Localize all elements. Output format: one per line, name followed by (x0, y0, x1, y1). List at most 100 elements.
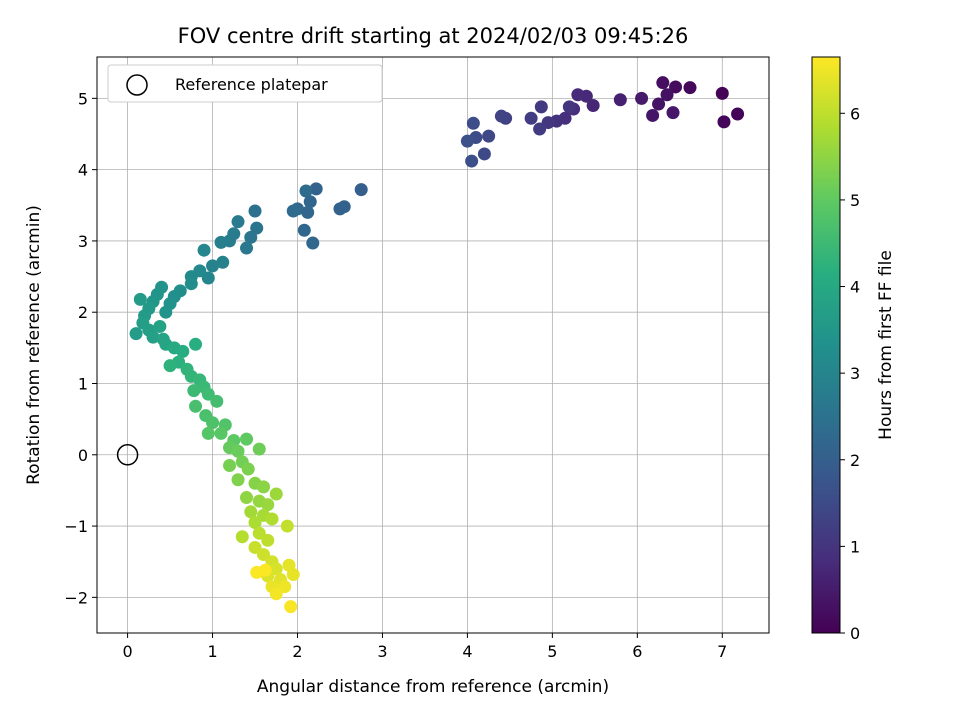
data-point (306, 236, 320, 250)
data-point (683, 81, 697, 95)
data-point (265, 512, 279, 526)
colorbar-gradient (811, 56, 841, 634)
data-point (240, 432, 254, 446)
data-point (206, 416, 220, 430)
x-tick-label: 5 (547, 642, 557, 661)
data-point (613, 93, 627, 107)
data-point (159, 305, 173, 319)
colorbar-tick-label: 3 (850, 364, 860, 383)
data-point (201, 387, 215, 401)
x-axis-ticks: 0 1 2 3 4 5 6 7 (122, 633, 727, 661)
colorbar-tick-label: 1 (850, 537, 860, 556)
data-point (278, 580, 292, 594)
y-tick-label: 4 (78, 161, 88, 180)
data-point (176, 344, 190, 358)
data-point (466, 116, 480, 130)
y-tick-label: 0 (78, 446, 88, 465)
y-tick-label: 5 (78, 89, 88, 108)
colorbar-tick-label: 4 (850, 278, 860, 297)
data-point (133, 292, 147, 306)
x-tick-label: 6 (632, 642, 642, 661)
x-tick-label: 4 (462, 642, 472, 661)
data-point (646, 108, 660, 122)
y-tick-label: −1 (64, 517, 88, 536)
data-point (146, 330, 160, 344)
data-point (333, 202, 347, 216)
data-point (460, 134, 474, 148)
data-point (206, 259, 220, 273)
data-point (244, 230, 258, 244)
data-point (666, 106, 680, 120)
data-point (189, 399, 203, 413)
data-point (129, 327, 143, 341)
data-point (534, 100, 548, 114)
data-point (717, 115, 731, 129)
data-point (715, 86, 729, 100)
data-point (656, 76, 670, 90)
data-point (286, 204, 300, 218)
data-point (261, 498, 275, 512)
data-point (299, 184, 313, 198)
x-tick-label: 2 (292, 642, 302, 661)
data-point (231, 215, 245, 229)
data-point (261, 533, 275, 547)
colorbar-tick-label: 0 (850, 624, 860, 643)
x-tick-label: 7 (717, 642, 727, 661)
x-tick-label: 3 (377, 642, 387, 661)
colorbar: 0 1 2 3 4 5 6 Hours from first FF file (811, 56, 896, 643)
data-point (241, 462, 255, 476)
y-tick-label: −2 (64, 588, 88, 607)
data-point (244, 505, 258, 519)
data-point (223, 458, 237, 472)
data-point (533, 122, 547, 136)
plot-frame (96, 56, 770, 634)
colorbar-tick-label: 2 (850, 451, 860, 470)
data-point (240, 241, 254, 255)
data-point (524, 111, 538, 125)
data-point (214, 235, 228, 249)
data-point (248, 516, 262, 530)
y-axis-label: Rotation from reference (arcmin) (24, 205, 44, 485)
data-point (477, 147, 491, 161)
data-point (652, 97, 666, 111)
data-point (201, 426, 215, 440)
data-point (235, 530, 249, 544)
data-point (284, 600, 298, 614)
data-point (303, 195, 317, 209)
data-point (586, 98, 600, 112)
legend: Reference platepar (107, 64, 383, 103)
data-point (669, 80, 683, 94)
data-point (163, 359, 177, 373)
legend-box (107, 64, 383, 103)
data-point (201, 271, 215, 285)
legend-entry-label: Reference platepar (175, 75, 328, 94)
data-point (214, 426, 228, 440)
data-point (301, 205, 315, 219)
data-point (250, 221, 264, 235)
data-point (280, 519, 294, 533)
y-axis-ticks: −2 −1 0 1 2 3 4 5 (64, 89, 97, 607)
data-point (187, 384, 201, 398)
data-point (216, 255, 230, 269)
data-point (482, 129, 496, 143)
data-point (197, 243, 211, 257)
data-point (562, 100, 576, 114)
legend-open-circle-icon (126, 74, 148, 96)
data-point (210, 394, 224, 408)
x-tick-label: 1 (207, 642, 217, 661)
data-point (258, 563, 272, 577)
data-point (660, 88, 674, 102)
data-point (297, 223, 311, 237)
data-point (269, 487, 283, 501)
data-point (309, 182, 323, 196)
x-axis-label: Angular distance from reference (arcmin) (257, 677, 609, 697)
data-point (153, 319, 167, 333)
data-point (231, 473, 245, 487)
data-point (354, 183, 368, 197)
data-point (257, 548, 271, 562)
colorbar-tick-label: 6 (850, 104, 860, 123)
reference-platepar-marker (116, 444, 139, 466)
data-point (731, 107, 745, 121)
data-point (252, 442, 266, 456)
